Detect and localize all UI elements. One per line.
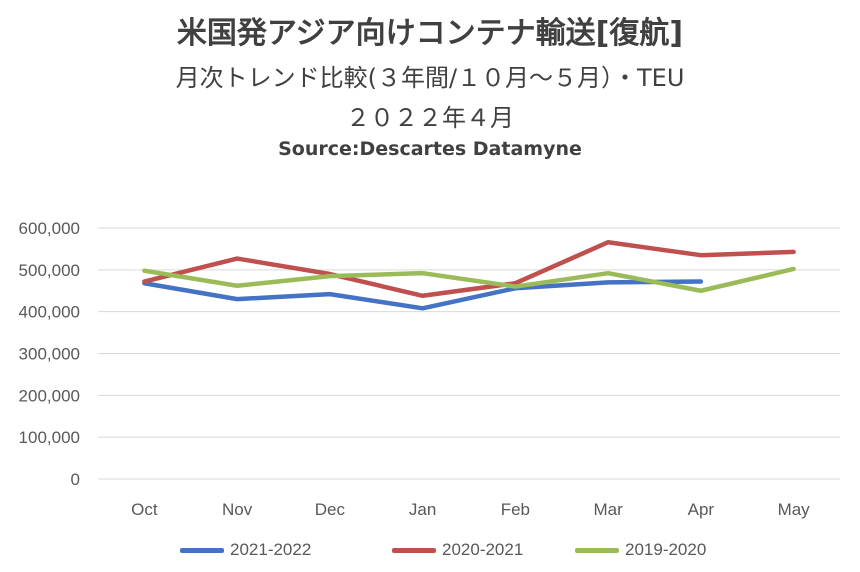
gridlines <box>98 227 840 480</box>
chart-subtitle: 月次トレンド比較(３年間/１０月～５月）・TEU <box>175 64 685 92</box>
x-tick-label: Nov <box>222 500 253 519</box>
y-tick-label: 100,000 <box>19 428 80 447</box>
legend-item: 2021-2022 <box>180 537 311 563</box>
legend-swatch <box>180 547 224 553</box>
legend: 2021-2022 2020-2021 2019-2020 <box>0 537 860 563</box>
series-line-2020-2021 <box>142 239 796 299</box>
y-tick-label: 500,000 <box>19 261 80 280</box>
y-tick-label: 600,000 <box>19 219 80 238</box>
y-tick-label: 200,000 <box>19 386 80 405</box>
x-axis-ticks: Oct Nov Dec Jan Feb Mar Apr May <box>131 500 810 519</box>
x-tick-label: Jan <box>409 500 436 519</box>
y-tick-label: 400,000 <box>19 303 80 322</box>
legend-label: 2020-2021 <box>442 540 524 559</box>
y-axis-ticks: 0 100,000 200,000 300,000 400,000 500,000 600,… <box>19 219 80 489</box>
legend-swatch <box>392 547 436 553</box>
x-tick-label: May <box>778 500 811 519</box>
series-line-2019-2020 <box>142 266 796 293</box>
legend-item: 2020-2021 <box>392 537 523 563</box>
series-lines <box>142 239 796 311</box>
chart-source: Source:Descartes Datamyne <box>278 138 582 160</box>
legend-swatch <box>575 547 619 553</box>
x-tick-label: Oct <box>131 500 158 519</box>
x-tick-label: Apr <box>688 500 715 519</box>
series-line-2021-2022 <box>142 279 704 311</box>
chart-title: 米国発アジア向けコンテナ輸送[復航] <box>176 16 684 51</box>
legend-label: 2021-2022 <box>230 540 312 559</box>
y-tick-label: 300,000 <box>19 345 80 364</box>
x-tick-label: Mar <box>593 500 623 519</box>
y-tick-label: 0 <box>71 470 80 489</box>
x-tick-label: Feb <box>501 500 530 519</box>
x-tick-label: Dec <box>315 500 346 519</box>
legend-item: 2019-2020 <box>575 537 706 563</box>
chart-period: ２０２２年４月 <box>346 104 514 132</box>
legend-label: 2019-2020 <box>625 540 707 559</box>
